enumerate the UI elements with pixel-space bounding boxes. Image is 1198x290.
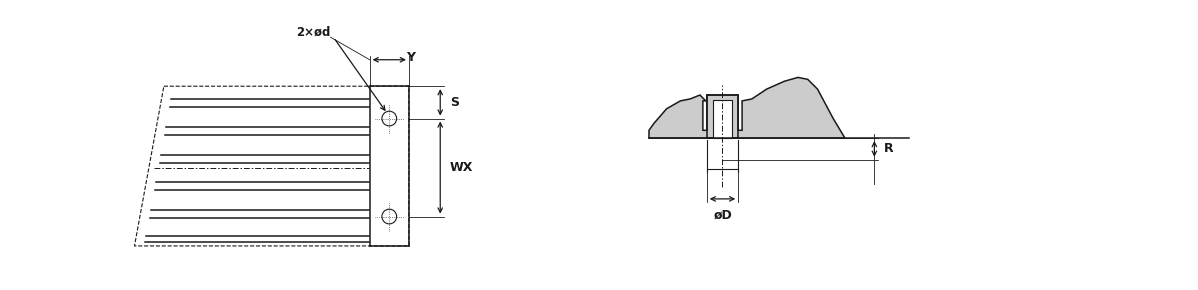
Text: Y: Y xyxy=(406,51,416,64)
Text: R: R xyxy=(884,142,894,155)
Text: WX: WX xyxy=(450,161,473,174)
Polygon shape xyxy=(649,77,845,138)
Bar xyxy=(713,100,732,138)
Text: 2×ød: 2×ød xyxy=(296,26,331,39)
Bar xyxy=(707,95,738,138)
Text: S: S xyxy=(450,96,459,109)
Text: øD: øD xyxy=(713,209,732,222)
